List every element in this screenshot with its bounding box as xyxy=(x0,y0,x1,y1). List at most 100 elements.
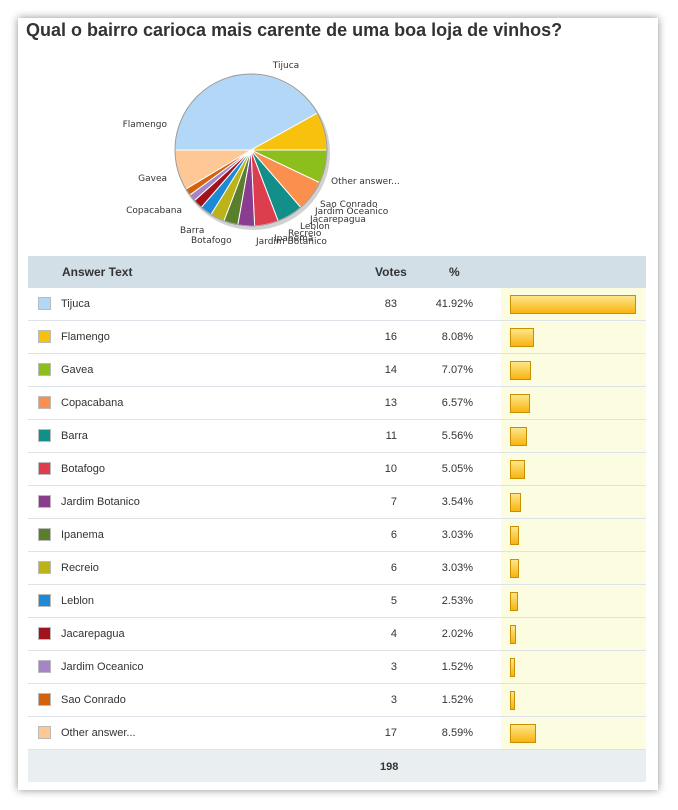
legend-swatch xyxy=(38,561,51,574)
vote-count: 13 xyxy=(384,397,397,409)
table-row: Jacarepagua 4 2.02% xyxy=(28,618,646,651)
bar-cell xyxy=(501,618,646,650)
total-votes: 198 xyxy=(380,761,399,773)
vote-count: 16 xyxy=(384,331,397,343)
pie-label: Gavea xyxy=(138,174,167,184)
vote-percent: 8.08% xyxy=(441,331,473,343)
table-footer: 198 xyxy=(28,750,646,782)
pie-label: Other answer... xyxy=(331,177,400,187)
pie-label: Jardim Botanico xyxy=(255,237,327,247)
vote-percent: 6.57% xyxy=(441,397,473,409)
header-votes: Votes xyxy=(375,265,407,279)
legend-swatch xyxy=(38,528,51,541)
bar-cell xyxy=(501,519,646,551)
pie-label: Botafogo xyxy=(191,236,232,246)
legend-swatch xyxy=(38,495,51,508)
answer-text: Sao Conrado xyxy=(61,694,126,706)
vote-percent: 3.54% xyxy=(441,496,473,508)
table-row: Tijuca 83 41.92% xyxy=(28,288,646,321)
legend-swatch xyxy=(38,627,51,640)
answer-text: Other answer... xyxy=(61,727,136,739)
vote-bar xyxy=(510,526,519,545)
results-table: Answer Text Votes % Tijuca 83 41.92% Flamen… xyxy=(28,256,646,782)
vote-bar xyxy=(510,427,527,446)
answer-text: Jardim Botanico xyxy=(61,496,140,508)
answer-text: Recreio xyxy=(61,562,99,574)
pie-label: Sao Conrado xyxy=(320,200,378,210)
table-row: Flamengo 16 8.08% xyxy=(28,321,646,354)
vote-count: 5 xyxy=(390,595,397,607)
answer-text: Jardim Oceanico xyxy=(61,661,144,673)
header-percent: % xyxy=(449,265,460,279)
vote-bar xyxy=(510,559,519,578)
vote-count: 6 xyxy=(390,562,397,574)
legend-swatch xyxy=(38,660,51,673)
vote-percent: 1.52% xyxy=(441,694,473,706)
legend-swatch xyxy=(38,396,51,409)
bar-cell xyxy=(501,420,646,452)
answer-text: Ipanema xyxy=(61,529,104,541)
vote-bar xyxy=(510,460,525,479)
answer-text: Barra xyxy=(61,430,88,442)
legend-swatch xyxy=(38,363,51,376)
vote-count: 83 xyxy=(384,298,397,310)
table-row: Recreio 6 3.03% xyxy=(28,552,646,585)
vote-bar xyxy=(510,394,530,413)
table-row: Botafogo 10 5.05% xyxy=(28,453,646,486)
pie-label: Tijuca xyxy=(272,61,299,71)
vote-count: 14 xyxy=(384,364,397,376)
bar-cell xyxy=(501,453,646,485)
vote-percent: 2.02% xyxy=(441,628,473,640)
vote-percent: 8.59% xyxy=(441,727,473,739)
vote-percent: 3.03% xyxy=(441,529,473,541)
pie-outline xyxy=(174,73,328,227)
vote-bar xyxy=(510,625,516,644)
legend-swatch xyxy=(38,594,51,607)
answer-text: Botafogo xyxy=(61,463,106,475)
table-row: Other answer... 17 8.59% xyxy=(28,717,646,750)
vote-count: 6 xyxy=(390,529,397,541)
pie-label: Copacabana xyxy=(126,206,182,216)
answer-text: Tijuca xyxy=(61,298,90,310)
legend-swatch xyxy=(38,330,51,343)
legend-swatch xyxy=(38,462,51,475)
pie-label: Leblon xyxy=(300,222,330,232)
pie-label: Jacarepagua xyxy=(309,215,366,225)
bar-cell xyxy=(501,321,646,353)
pie-label: Recreio xyxy=(288,229,322,239)
answer-text: Copacabana xyxy=(61,397,124,409)
bar-cell xyxy=(501,486,646,518)
vote-percent: 41.92% xyxy=(435,298,473,310)
vote-bar xyxy=(510,658,515,677)
legend-swatch xyxy=(38,693,51,706)
legend-swatch xyxy=(38,429,51,442)
vote-count: 10 xyxy=(384,463,397,475)
pie-label: Ipanema xyxy=(274,234,313,244)
vote-bar xyxy=(510,493,521,512)
table-row: Copacabana 13 6.57% xyxy=(28,387,646,420)
vote-count: 17 xyxy=(384,727,397,739)
header-answer-text: Answer Text xyxy=(62,265,133,279)
table-row: Jardim Oceanico 3 1.52% xyxy=(28,651,646,684)
answer-text: Flamengo xyxy=(61,331,110,343)
page-title: Qual o bairro carioca mais carente de um… xyxy=(26,20,563,40)
pie-label: Barra xyxy=(180,226,204,236)
answer-text: Leblon xyxy=(61,595,95,607)
vote-percent: 2.53% xyxy=(441,595,473,607)
vote-count: 3 xyxy=(390,694,397,706)
vote-count: 11 xyxy=(385,430,397,442)
vote-bar xyxy=(510,724,536,743)
answer-text: Jacarepagua xyxy=(61,628,125,640)
vote-count: 7 xyxy=(390,496,397,508)
bar-cell xyxy=(501,684,646,716)
vote-percent: 3.03% xyxy=(441,562,473,574)
table-row: Gavea 14 7.07% xyxy=(28,354,646,387)
legend-swatch xyxy=(38,297,51,310)
legend-swatch xyxy=(38,726,51,739)
table-row: Leblon 5 2.53% xyxy=(28,585,646,618)
bar-cell xyxy=(501,717,646,749)
bar-cell xyxy=(501,354,646,386)
vote-percent: 5.56% xyxy=(441,430,473,442)
pie-chart: Tijuca Flamengo Gavea Copacabana BarraBotafo… xyxy=(123,61,400,247)
vote-percent: 5.05% xyxy=(441,463,473,475)
